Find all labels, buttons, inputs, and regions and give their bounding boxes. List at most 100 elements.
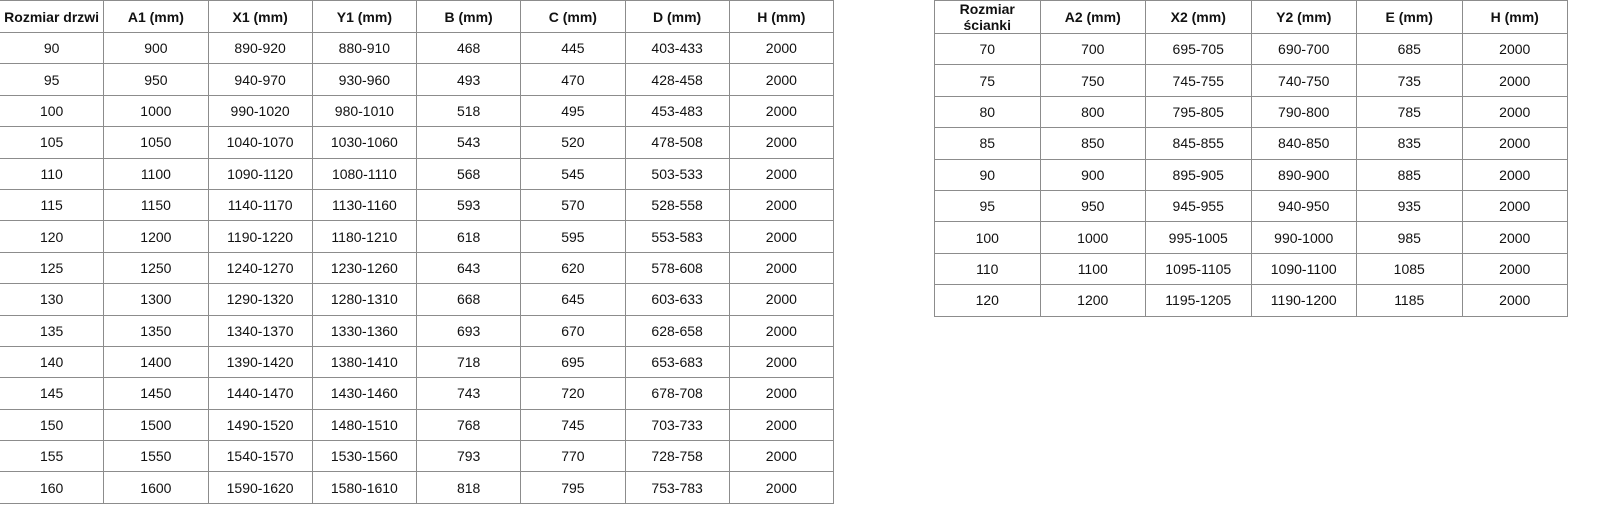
table-cell: 1340-1370 [207,314,313,347]
table-cell: 95 [934,189,1041,223]
table-cell: 2000 [728,251,835,285]
table-cell: 753-783 [624,471,730,504]
column-header: D (mm) [624,0,730,33]
column-header: H (mm) [1461,0,1568,34]
column-header: B (mm) [415,0,522,33]
table-cell: 150 [0,408,105,442]
table-cell: 593 [415,188,522,222]
table-cell: 1300 [103,283,209,316]
table-cell: 685 [1356,32,1463,66]
column-header: X2 (mm) [1145,0,1252,34]
table-cell: 1600 [103,471,209,504]
table-cell: 2000 [728,408,835,442]
table-cell: 695 [520,345,626,379]
column-header: A1 (mm) [103,0,209,33]
table-cell: 1030-1060 [311,126,418,159]
table-cell: 1130-1160 [311,188,418,222]
table-cell: 850 [1039,127,1146,160]
table-cell: 1480-1510 [311,408,418,442]
table-cell: 1290-1320 [207,283,313,316]
table-cell: 2000 [728,471,835,504]
table-row: 105 1050 1040-1070 1030-1060 543 520 478-508 20… [0,126,835,159]
table-cell: 940-970 [207,63,313,96]
table-cell: 125 [0,251,105,285]
table-cell: 1200 [1039,284,1146,317]
table-cell: 930-960 [311,63,418,96]
table-cell: 1090-1100 [1250,252,1357,286]
table-cell: 950 [1039,189,1146,223]
table-row: 90 900 895-905 890-900 885 2000 [934,158,1568,191]
table-cell: 2000 [1461,158,1568,191]
table-cell: 2000 [728,63,835,96]
table-row: 70 700 695-705 690-700 685 2000 [934,32,1568,66]
table-cell: 990-1000 [1250,221,1357,254]
table-cell: 795-805 [1145,95,1252,129]
table-cell: 545 [520,157,626,190]
table-cell: 700 [1039,32,1146,66]
table-cell: 2000 [1461,95,1568,129]
table-row: 80 800 795-805 790-800 785 2000 [934,95,1568,129]
table-cell: 2000 [728,31,835,65]
table-cell: 428-458 [624,63,730,96]
column-header: C (mm) [520,0,626,33]
table-cell: 70 [934,32,1041,66]
table-cell: 1140-1170 [207,188,313,222]
table-cell: 1580-1610 [311,471,418,504]
table-cell: 668 [415,283,522,316]
table-cell: 880-910 [311,31,418,65]
table-cell: 790-800 [1250,95,1357,129]
table-row: 125 1250 1240-1270 1230-1260 643 620 578-608 20… [0,251,835,285]
column-header: A2 (mm) [1039,0,1146,34]
table-cell: 845-855 [1145,127,1252,160]
table-cell: 770 [520,440,626,473]
table-cell: 90 [934,158,1041,191]
table-cell: 1380-1410 [311,345,418,379]
table-cell: 1190-1200 [1250,284,1357,317]
table-cell: 1250 [103,251,209,285]
table-cell: 1450 [103,377,209,410]
table-cell: 1490-1520 [207,408,313,442]
table-cell: 743 [415,377,522,410]
table-cell: 1090-1120 [207,157,313,190]
table-row: 150 1500 1490-1520 1480-1510 768 745 703-733 20… [0,408,835,442]
table-cell: 793 [415,440,522,473]
table-cell: 2000 [1461,64,1568,97]
table-cell: 935 [1356,189,1463,223]
table-cell: 643 [415,251,522,285]
table-cell: 690-700 [1250,32,1357,66]
table-cell: 1540-1570 [207,440,313,473]
table-cell: 768 [415,408,522,442]
table-cell: 1180-1210 [311,220,418,253]
table-cell: 568 [415,157,522,190]
table-cell: 653-683 [624,345,730,379]
column-header: E (mm) [1356,0,1463,34]
table-row: 85 850 845-855 840-850 835 2000 [934,127,1568,160]
table-cell: 840-850 [1250,127,1357,160]
table-cell: 693 [415,314,522,347]
table-cell: 1100 [103,157,209,190]
table-cell: 1080-1110 [311,157,418,190]
table-cell: 2000 [1461,284,1568,317]
table-cell: 1330-1360 [311,314,418,347]
table-cell: 720 [520,377,626,410]
table-cell: 1280-1310 [311,283,418,316]
table-cell: 543 [415,126,522,159]
table-cell: 1350 [103,314,209,347]
column-header: Y1 (mm) [311,0,418,33]
table-cell: 160 [0,471,105,504]
table-cell: 100 [0,94,105,128]
table-cell: 145 [0,377,105,410]
header-row: Rozmiar ścianki A2 (mm) X2 (mm) Y2 (mm) E (m… [934,0,1568,34]
table-cell: 120 [0,220,105,253]
table-cell: 678-708 [624,377,730,410]
table-cell: 1530-1560 [311,440,418,473]
table-cell: 718 [415,345,522,379]
table-cell: 520 [520,126,626,159]
table-cell: 745-755 [1145,64,1252,97]
table-cell: 895-905 [1145,158,1252,191]
table-cell: 155 [0,440,105,473]
table-cell: 2000 [1461,32,1568,66]
column-header: X1 (mm) [207,0,313,33]
table-cell: 95 [0,63,105,96]
table-cell: 578-608 [624,251,730,285]
